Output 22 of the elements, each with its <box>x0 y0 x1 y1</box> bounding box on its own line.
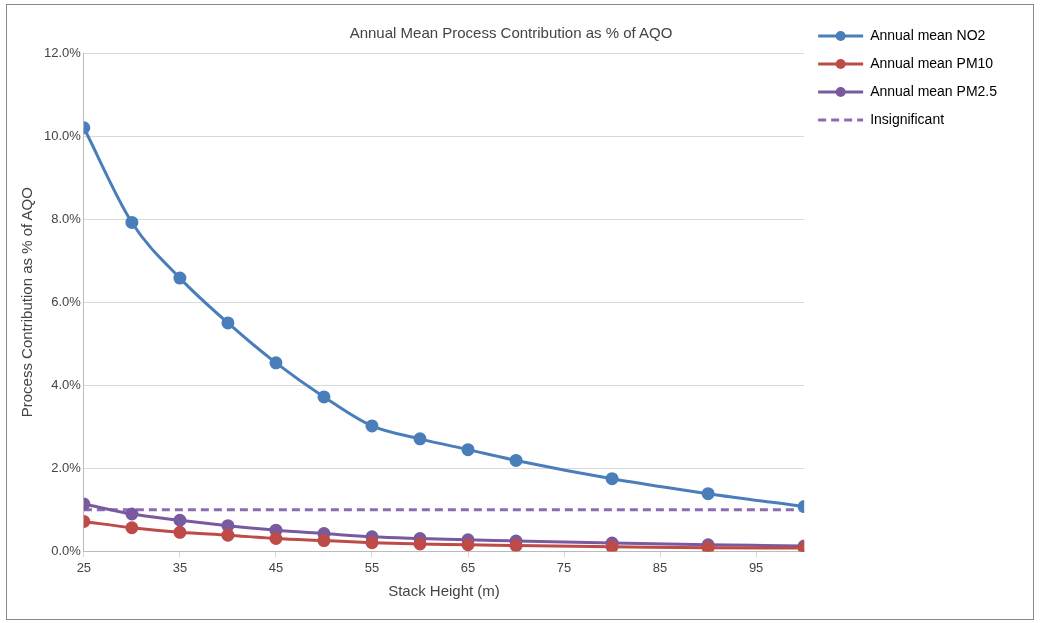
x-tick-label: 45 <box>268 559 284 575</box>
x-tick-label: 65 <box>460 559 476 575</box>
x-tick-label: 75 <box>556 559 572 575</box>
y-tick-label: 8.0% <box>51 210 82 226</box>
y-tick-label: 10.0% <box>43 127 82 143</box>
y-tick-label: 6.0% <box>51 293 82 309</box>
y-tick-label: 2.0% <box>51 459 82 475</box>
y-tick-label: 0.0% <box>51 542 82 558</box>
legend-label: Annual mean NO2 <box>870 26 986 43</box>
y-axis-title: Process Contribution as % of AQO <box>18 187 36 418</box>
x-axis-title: Stack Height (m) <box>388 582 500 600</box>
x-tick-label: 55 <box>364 559 380 575</box>
y-tick-label: 4.0% <box>51 376 82 392</box>
legend-label: Insignificant <box>870 110 945 127</box>
y-tick-label: 12.0% <box>43 44 82 60</box>
legend-label: Annual mean PM10 <box>870 54 994 71</box>
chart-title: Annual Mean Process Contribution as % of AQO <box>349 24 673 42</box>
x-tick-label: 95 <box>748 559 764 575</box>
x-tick-label: 85 <box>652 559 668 575</box>
x-tick-label: 25 <box>76 559 92 575</box>
legend-label: Annual mean PM2.5 <box>870 82 998 99</box>
x-tick-label: 35 <box>172 559 188 575</box>
